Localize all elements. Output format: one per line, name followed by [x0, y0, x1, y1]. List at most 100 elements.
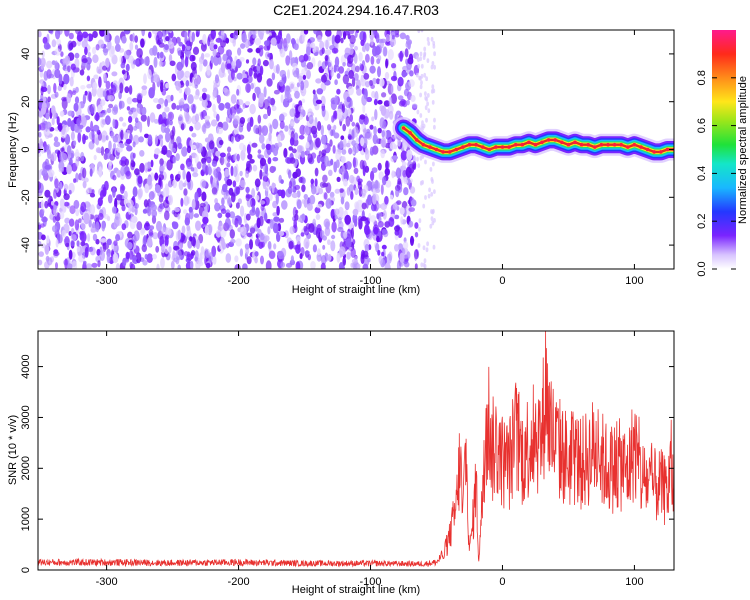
noise-speck — [296, 82, 300, 88]
signal-trace-point — [659, 150, 663, 154]
noise-speck — [133, 230, 140, 242]
noise-speck — [246, 144, 251, 155]
noise-speck — [230, 68, 235, 81]
noise-speck — [264, 235, 270, 242]
noise-speck — [345, 116, 351, 127]
noise-speck — [195, 31, 200, 38]
noise-speck — [333, 124, 337, 131]
signal-trace-point — [599, 142, 604, 147]
noise-speck — [110, 84, 117, 95]
noise-speck — [418, 218, 422, 224]
noise-speck — [370, 84, 375, 89]
noise-speck — [228, 199, 232, 205]
noise-speck — [334, 214, 338, 220]
noise-speck — [429, 167, 433, 172]
noise-speck — [38, 251, 44, 257]
noise-speck — [164, 30, 168, 35]
noise-speck — [426, 101, 429, 107]
noise-speck — [372, 77, 377, 85]
noise-speck — [230, 238, 236, 244]
noise-speck — [342, 138, 347, 148]
noise-speck — [38, 30, 42, 38]
noise-speck — [315, 78, 322, 84]
spectrogram-y-tick-label: -20 — [20, 189, 32, 205]
noise-speck — [100, 190, 104, 200]
noise-speck — [47, 96, 51, 103]
noise-speck — [258, 92, 265, 104]
noise-speck — [389, 194, 394, 200]
noise-speck — [76, 117, 81, 127]
noise-speck — [167, 111, 174, 121]
noise-speck — [184, 217, 190, 226]
noise-speck — [406, 251, 411, 260]
noise-speck — [352, 213, 358, 224]
noise-speck — [296, 199, 302, 210]
noise-speck — [119, 116, 124, 122]
noise-speck — [186, 161, 193, 170]
noise-speck — [149, 112, 156, 123]
noise-speck — [108, 160, 113, 166]
noise-speck — [351, 258, 358, 264]
noise-speck — [407, 40, 411, 50]
noise-speck — [261, 143, 266, 150]
noise-speck — [227, 146, 232, 153]
noise-speck — [277, 141, 283, 148]
noise-speck — [340, 37, 344, 44]
noise-speck — [130, 263, 136, 269]
noise-speck — [316, 154, 321, 164]
signal-trace-point — [639, 145, 643, 149]
noise-speck — [351, 77, 356, 87]
noise-speck — [242, 263, 248, 269]
noise-speck — [159, 158, 164, 166]
signal-trace-point — [573, 140, 577, 145]
noise-speck — [134, 35, 138, 43]
noise-speck — [251, 188, 256, 199]
noise-speck — [362, 31, 367, 43]
noise-speck — [146, 176, 153, 185]
noise-speck — [148, 31, 152, 39]
noise-speck — [98, 76, 102, 88]
noise-speck — [245, 186, 250, 194]
noise-speck — [397, 95, 404, 101]
noise-speck — [327, 254, 332, 262]
noise-speck — [46, 60, 53, 69]
noise-speck — [175, 153, 180, 162]
noise-speck — [373, 180, 381, 191]
noise-speck — [245, 247, 250, 255]
noise-speck — [95, 112, 99, 122]
noise-speck — [207, 36, 211, 47]
noise-speck — [44, 189, 51, 198]
noise-speck — [132, 141, 136, 148]
noise-speck — [189, 208, 194, 220]
noise-speck — [147, 236, 153, 248]
noise-speck — [375, 78, 381, 85]
noise-speck — [424, 105, 428, 111]
noise-speck — [378, 255, 384, 265]
noise-speck — [131, 256, 138, 261]
noise-speck — [307, 153, 313, 163]
noise-speck — [327, 239, 331, 246]
noise-speck — [350, 227, 354, 239]
noise-speck — [211, 187, 218, 195]
noise-speck — [211, 245, 217, 257]
noise-speck — [180, 49, 185, 56]
noise-speck — [123, 50, 130, 60]
noise-speck — [336, 30, 342, 39]
noise-speck — [192, 55, 196, 62]
noise-speck — [303, 198, 308, 208]
noise-speck — [316, 88, 324, 95]
noise-speck — [272, 222, 279, 234]
noise-speck — [325, 198, 332, 209]
noise-speck — [83, 260, 87, 266]
noise-speck — [69, 218, 75, 227]
noise-speck — [345, 238, 352, 248]
spectrogram-y-tick-label: -40 — [20, 237, 32, 253]
noise-speck — [154, 184, 161, 194]
spectrogram-x-axis-label: Height of straight line (km) — [292, 284, 420, 296]
noise-speck — [342, 31, 347, 40]
noise-speck — [85, 263, 93, 269]
noise-speck — [403, 179, 409, 184]
noise-speck — [381, 244, 387, 250]
noise-speck — [271, 105, 277, 112]
